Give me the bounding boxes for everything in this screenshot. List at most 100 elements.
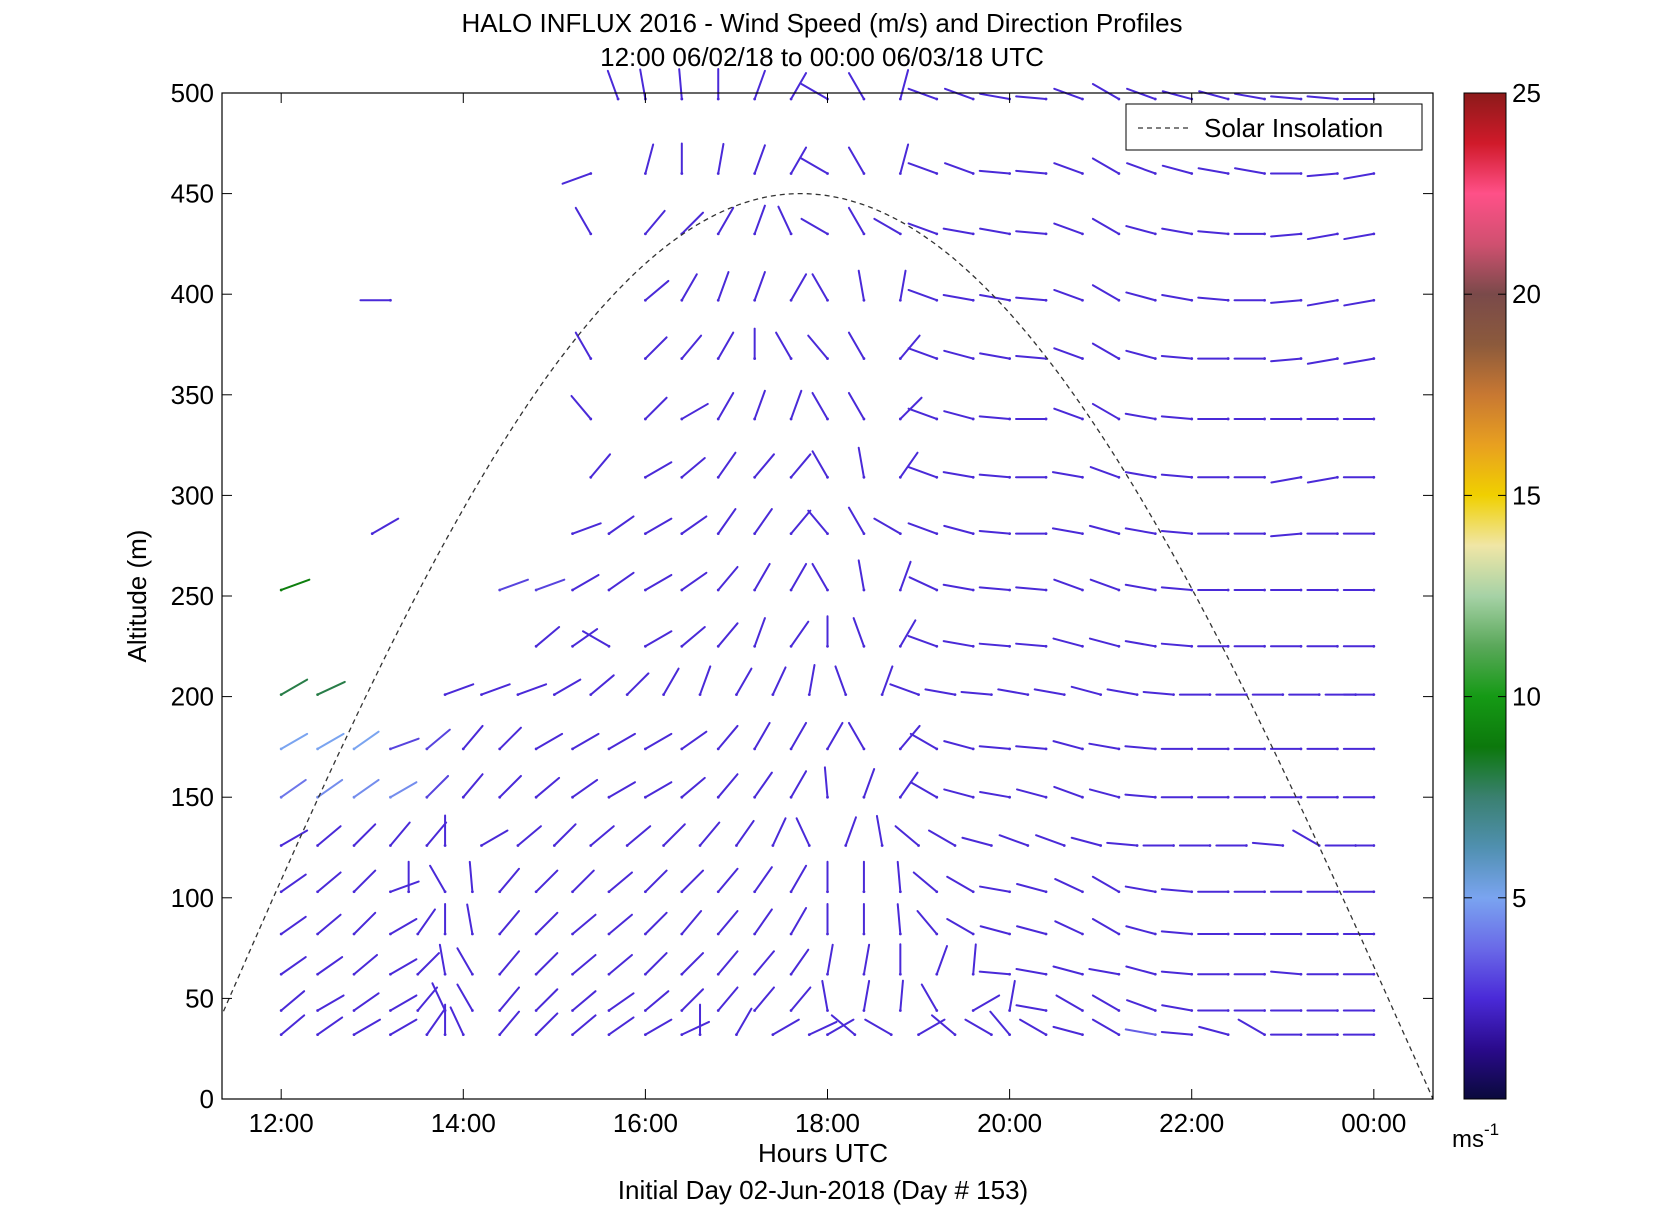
wind-vector-base — [416, 932, 420, 936]
wind-vector-base — [1044, 417, 1048, 421]
wind-vector — [535, 1012, 559, 1036]
wind-vector-base — [352, 795, 356, 799]
wind-vector — [1051, 471, 1084, 479]
wind-vector-base — [279, 932, 283, 936]
wind-vector — [1125, 349, 1157, 360]
wind-vector-base — [716, 932, 720, 936]
wind-vector — [316, 871, 342, 893]
wind-vector-base — [607, 532, 611, 536]
wind-vector — [1088, 637, 1120, 648]
wind-vector — [644, 143, 655, 175]
wind-vector — [1091, 994, 1120, 1012]
wind-vector-base — [935, 232, 939, 236]
y-tick-label: 150 — [171, 782, 214, 812]
wind-vector — [1343, 232, 1375, 241]
wind-vector — [1270, 476, 1302, 484]
wind-vector — [1016, 925, 1048, 936]
wind-vector-base — [716, 172, 720, 175]
wind-vector-base — [1226, 795, 1230, 799]
wind-vector-base — [470, 972, 474, 976]
wind-vector-base — [680, 972, 684, 976]
wind-vector-base — [1335, 795, 1339, 799]
wind-vector-base — [643, 795, 647, 799]
wind-vector — [1234, 167, 1266, 175]
wind-vector-base — [279, 588, 283, 592]
wind-vector-base — [1153, 747, 1157, 751]
wind-vector-base — [1153, 932, 1157, 936]
wind-vector — [353, 953, 379, 976]
wind-vector — [466, 903, 474, 936]
wind-vector-base — [1044, 1033, 1048, 1037]
wind-vector-base — [643, 747, 647, 751]
wind-vector-base — [1263, 357, 1266, 360]
wind-vector-base — [1117, 932, 1121, 936]
wind-vector — [498, 950, 520, 976]
wind-vector-base — [880, 693, 884, 696]
wind-vector-base — [826, 747, 829, 751]
wind-vector-base — [1117, 644, 1121, 648]
wind-vector-base — [643, 532, 647, 536]
wind-vector-base — [589, 693, 593, 696]
wind-vector — [717, 986, 739, 1012]
wind-vector-base — [1208, 844, 1212, 847]
wind-vector — [896, 903, 902, 936]
wind-vector — [795, 817, 811, 847]
wind-vector-base — [1081, 417, 1084, 421]
wind-vector-base — [1263, 172, 1266, 175]
wind-vector-base — [789, 232, 793, 236]
wind-vector-base — [1153, 532, 1157, 536]
wind-vector — [680, 334, 703, 360]
wind-vector-base — [389, 298, 392, 302]
wind-vector-base — [1372, 693, 1376, 696]
wind-vector — [1015, 586, 1048, 591]
wind-vector-base — [1081, 795, 1084, 799]
wind-vector-base — [716, 357, 720, 360]
wind-vector — [717, 206, 735, 235]
wind-vector-base — [1008, 588, 1012, 592]
wind-vector-base — [643, 932, 647, 936]
wind-vector-base — [625, 844, 629, 847]
wind-vector — [1161, 1004, 1193, 1012]
wind-vector — [389, 737, 420, 750]
wind-vector — [790, 986, 812, 1012]
wind-vector-base — [1263, 747, 1266, 751]
wind-vector-base — [716, 475, 720, 479]
wind-vector-base — [1299, 747, 1303, 751]
wind-vector-base — [917, 1033, 920, 1037]
wind-vector-base — [1226, 972, 1230, 976]
wind-vector-base — [571, 1033, 574, 1037]
wind-vector-base — [425, 747, 429, 751]
wind-vector-base — [1299, 644, 1303, 648]
wind-vector-base — [807, 1033, 811, 1037]
wind-vector-base — [643, 172, 647, 175]
wind-vector — [1306, 95, 1339, 101]
wind-vector-base — [680, 97, 684, 101]
wind-vector — [790, 389, 803, 420]
wind-vector-base — [826, 232, 829, 236]
wind-vector-base — [1372, 1033, 1376, 1037]
colorbar-unit-label: ms-1 — [1452, 1120, 1499, 1153]
wind-vector — [753, 721, 771, 750]
wind-vector-base — [853, 1033, 857, 1037]
wind-vector — [680, 515, 708, 535]
wind-vector — [280, 829, 309, 847]
wind-vector-base — [480, 693, 483, 696]
wind-vector — [943, 349, 975, 360]
wind-vector-base — [1263, 795, 1266, 799]
wind-vector-base — [716, 747, 720, 751]
wind-vector-base — [1008, 932, 1012, 936]
wind-vector — [979, 227, 1011, 235]
wind-vector — [989, 1010, 1011, 1036]
wind-vector-base — [1153, 97, 1157, 101]
wind-vector-base — [643, 1033, 647, 1037]
wind-vector-base — [1372, 972, 1376, 976]
wind-vector — [907, 347, 938, 360]
wind-vector-base — [1335, 417, 1339, 421]
wind-vector — [1091, 83, 1120, 101]
wind-vector — [1160, 970, 1193, 976]
wind-vector — [862, 979, 871, 1012]
wind-vector — [717, 142, 725, 175]
wind-vector — [280, 1014, 306, 1036]
wind-vector-base — [571, 795, 574, 799]
wind-vector — [1091, 1018, 1120, 1036]
